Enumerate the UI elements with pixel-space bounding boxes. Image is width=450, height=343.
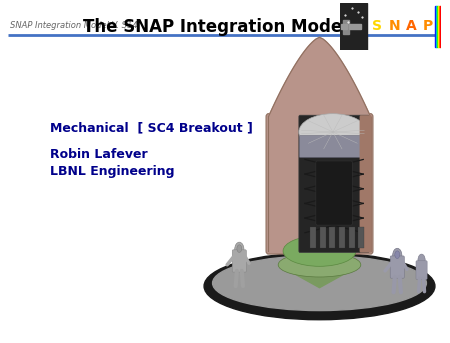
Bar	[310, 227, 316, 248]
Ellipse shape	[278, 252, 361, 277]
Text: N: N	[389, 19, 400, 33]
Bar	[340, 3, 367, 50]
FancyBboxPatch shape	[299, 115, 369, 252]
Text: LBNL Engineering: LBNL Engineering	[50, 165, 175, 178]
Ellipse shape	[393, 248, 402, 263]
Bar	[349, 24, 361, 29]
Ellipse shape	[299, 114, 367, 150]
FancyBboxPatch shape	[232, 250, 246, 272]
Text: S: S	[372, 19, 382, 33]
Text: Mechanical  [ SC4 Breakout ]: Mechanical [ SC4 Breakout ]	[50, 121, 253, 134]
Bar	[436, 6, 437, 47]
Bar	[339, 227, 345, 248]
Ellipse shape	[235, 242, 244, 257]
Text: SNAP Integration Model V. S14: SNAP Integration Model V. S14	[10, 21, 138, 30]
Bar	[343, 20, 349, 34]
Bar	[329, 227, 335, 248]
FancyBboxPatch shape	[299, 135, 369, 157]
Polygon shape	[269, 37, 370, 117]
Ellipse shape	[204, 252, 435, 320]
FancyBboxPatch shape	[390, 256, 404, 278]
Bar	[349, 227, 355, 248]
Ellipse shape	[418, 254, 425, 266]
Bar	[320, 227, 325, 248]
FancyBboxPatch shape	[266, 114, 373, 254]
Text: A: A	[405, 19, 416, 33]
Bar	[358, 227, 365, 248]
Bar	[440, 6, 441, 47]
Ellipse shape	[395, 251, 400, 259]
Ellipse shape	[283, 236, 356, 266]
Bar	[439, 6, 440, 47]
Bar	[437, 6, 438, 47]
Ellipse shape	[237, 245, 242, 252]
Bar	[341, 24, 347, 29]
Text: P: P	[422, 19, 432, 33]
Text: The SNAP Integration Model: The SNAP Integration Model	[82, 18, 347, 36]
Polygon shape	[278, 265, 361, 288]
Ellipse shape	[212, 256, 427, 310]
Text: Robin Lafever: Robin Lafever	[50, 148, 148, 161]
FancyBboxPatch shape	[416, 261, 427, 280]
FancyBboxPatch shape	[360, 115, 372, 252]
FancyBboxPatch shape	[316, 161, 352, 225]
Bar	[438, 6, 439, 47]
